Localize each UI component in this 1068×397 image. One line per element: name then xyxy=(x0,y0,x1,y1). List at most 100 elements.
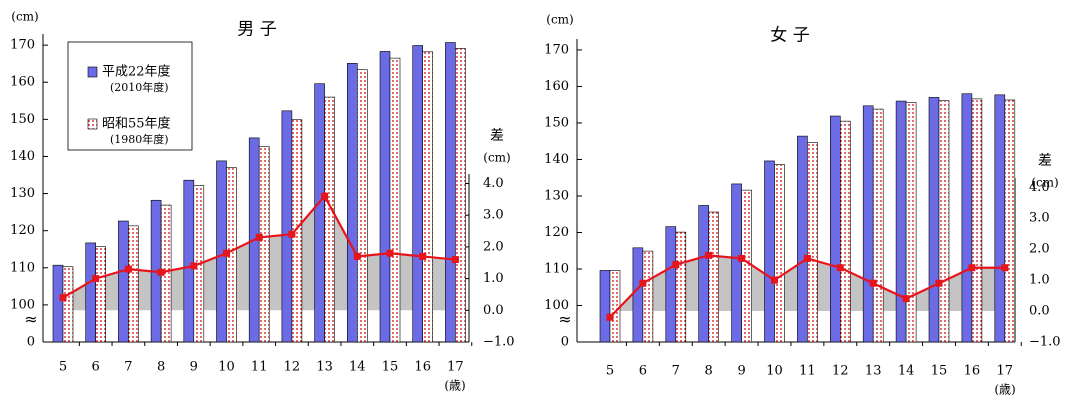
line-marker xyxy=(255,233,263,241)
y2-tick-label: 0.0 xyxy=(483,303,504,318)
line-marker xyxy=(190,262,198,270)
line-marker xyxy=(419,252,427,260)
line-marker xyxy=(803,254,811,262)
bar xyxy=(895,100,907,343)
y-tick-label: 100 xyxy=(10,297,35,312)
x-tick-label: 8 xyxy=(157,360,165,375)
x-tick-label: 10 xyxy=(766,364,783,379)
line-marker xyxy=(836,264,844,272)
bar xyxy=(62,266,74,343)
y2-tick-label: 0.0 xyxy=(1029,304,1050,319)
line-marker xyxy=(672,261,680,269)
bar xyxy=(379,51,391,343)
bar xyxy=(862,105,874,343)
bar xyxy=(994,94,1006,343)
legend-note: (1980年度) xyxy=(110,132,169,146)
x-tick-label: 14 xyxy=(349,360,366,375)
line-marker xyxy=(124,265,132,273)
bar xyxy=(346,63,358,343)
x-tick-label: 7 xyxy=(124,360,132,375)
bar xyxy=(797,135,808,343)
y-tick-label: 150 xyxy=(10,112,35,127)
bar xyxy=(389,57,401,343)
y2-tick-label: −1.0 xyxy=(483,335,515,350)
y2-tick-label: 4.0 xyxy=(483,176,504,191)
x-tick-label: 11 xyxy=(799,364,816,379)
line-marker xyxy=(869,279,877,287)
chart-title: 女 子 xyxy=(770,26,809,46)
y-tick-label: 160 xyxy=(10,75,35,90)
line-marker xyxy=(968,264,976,272)
axis-break: ≈ xyxy=(558,310,571,329)
chart-title: 男 子 xyxy=(237,20,276,40)
bar xyxy=(741,189,752,343)
line-marker xyxy=(935,279,943,287)
line-marker xyxy=(738,254,746,262)
x-tick-label: 17 xyxy=(997,364,1014,379)
y-tick-label: 170 xyxy=(544,42,569,57)
bar xyxy=(183,179,195,343)
bar xyxy=(128,225,139,343)
y2-tick-label: 3.0 xyxy=(1029,211,1050,226)
y-tick-label: 0 xyxy=(27,335,35,350)
y-tick-label: 140 xyxy=(544,152,569,167)
y2-tick-label: −1.0 xyxy=(1029,335,1061,350)
y-tick-label: 170 xyxy=(10,38,35,53)
legend-swatch xyxy=(87,66,98,78)
x-axis-label: (歳) xyxy=(994,383,1015,397)
x-tick-label: 9 xyxy=(190,360,198,375)
bar xyxy=(961,93,973,343)
bar xyxy=(118,220,129,343)
y-tick-label: 160 xyxy=(544,79,569,94)
bar xyxy=(324,96,335,343)
line-marker xyxy=(92,275,100,283)
bar xyxy=(455,48,466,343)
bar xyxy=(632,247,644,343)
x-tick-label: 7 xyxy=(672,364,680,379)
y2-tick-label: 1.0 xyxy=(483,271,504,286)
y-axis-label: (cm) xyxy=(546,13,573,27)
bar xyxy=(708,211,720,343)
line-marker xyxy=(771,276,778,284)
y-tick-label: 120 xyxy=(544,225,569,240)
bar xyxy=(774,164,785,343)
legend-label: 平成22年度 xyxy=(102,64,171,80)
bar xyxy=(356,69,368,343)
y-tick-label: 130 xyxy=(544,188,569,203)
line-marker xyxy=(386,249,394,257)
bar xyxy=(905,102,917,343)
y-tick-label: 120 xyxy=(10,223,35,238)
bar xyxy=(764,160,775,343)
legend-swatch xyxy=(87,118,98,130)
bar xyxy=(52,264,64,343)
x-tick-label: 9 xyxy=(737,364,745,379)
x-tick-label: 16 xyxy=(414,360,431,375)
line-marker xyxy=(451,256,459,264)
bar xyxy=(971,98,983,343)
y2-tick-label: 3.0 xyxy=(483,208,504,223)
line-marker xyxy=(902,295,910,303)
y-tick-label: 140 xyxy=(10,149,35,164)
x-tick-label: 13 xyxy=(316,360,333,375)
x-tick-label: 5 xyxy=(606,364,614,379)
line-marker xyxy=(223,249,230,257)
y2-axis-label: 差 xyxy=(1038,153,1052,169)
legend-box xyxy=(67,41,193,151)
bar xyxy=(314,83,325,343)
x-tick-label: 12 xyxy=(284,360,301,375)
line-marker xyxy=(639,279,647,287)
bar xyxy=(599,270,611,343)
y-tick-label: 100 xyxy=(544,298,569,313)
x-tick-label: 8 xyxy=(705,364,713,379)
x-tick-label: 11 xyxy=(251,360,268,375)
bar xyxy=(412,45,424,343)
x-tick-label: 17 xyxy=(447,360,464,375)
y2-tick-label: 4.0 xyxy=(1029,180,1050,195)
bar xyxy=(665,226,677,343)
y-tick-label: 110 xyxy=(544,261,569,276)
line-marker xyxy=(353,252,361,260)
legend-note: (2010年度) xyxy=(110,80,169,94)
x-axis-label: (歳) xyxy=(444,379,465,393)
x-tick-label: 14 xyxy=(898,364,915,379)
